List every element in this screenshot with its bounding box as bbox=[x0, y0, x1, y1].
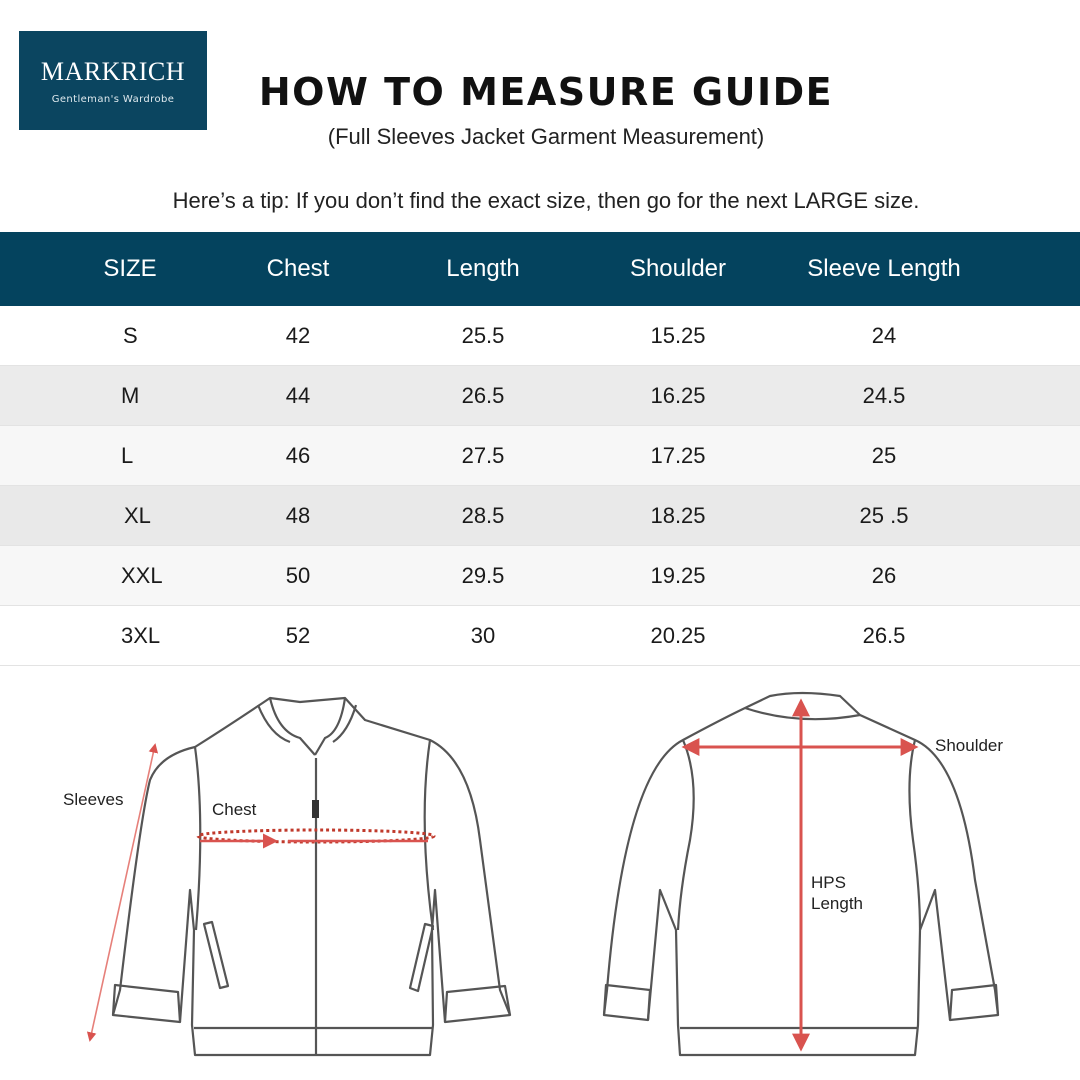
brand-name: MARKRICH bbox=[40, 57, 186, 86]
length-cell: 30 bbox=[470, 623, 496, 648]
size-cell: S bbox=[123, 323, 138, 348]
chest-measure-line bbox=[196, 828, 436, 844]
chest-cell: 44 bbox=[285, 383, 311, 408]
length-cell: 28.5 bbox=[461, 503, 505, 528]
sleeve-measure-line bbox=[86, 743, 159, 1042]
table-row: XXL 50 29.5 19.25 26 bbox=[0, 546, 1080, 606]
size-cell: XL bbox=[124, 503, 151, 528]
length-cell: 27.5 bbox=[461, 443, 505, 468]
sleeve-length-cell: 26 bbox=[871, 563, 897, 588]
column-header-size: SIZE bbox=[103, 255, 157, 282]
shoulder-cell: 19.25 bbox=[650, 563, 706, 588]
sleeve-length-cell: 24.5 bbox=[862, 383, 906, 408]
column-header-shoulder: Shoulder bbox=[629, 255, 727, 282]
size-chart-table: SIZE Chest Length Shoulder Sleeve Length… bbox=[0, 232, 1080, 666]
sleeves-label: Sleeves bbox=[63, 790, 124, 809]
size-cell: M bbox=[121, 383, 140, 408]
size-cell: L bbox=[121, 443, 134, 468]
sleeve-length-cell: 25 bbox=[871, 443, 897, 468]
hps-label: HPS bbox=[811, 873, 846, 892]
shoulder-cell: 15.25 bbox=[650, 323, 706, 348]
shoulder-cell: 17.25 bbox=[650, 443, 706, 468]
back-jacket-outline bbox=[602, 691, 1000, 1057]
table-row: 3XL 52 30 20.25 26.5 bbox=[0, 606, 1080, 666]
chest-cell: 46 bbox=[285, 443, 311, 468]
sleeve-length-cell: 26.5 bbox=[862, 623, 906, 648]
sleeve-length-cell: 25 .5 bbox=[859, 503, 909, 528]
size-tip: Here’s a tip: If you don’t find the exac… bbox=[172, 188, 920, 213]
chest-cell: 50 bbox=[285, 563, 311, 588]
length-cell: 26.5 bbox=[461, 383, 505, 408]
size-cell: XXL bbox=[121, 563, 163, 588]
length-cell: 29.5 bbox=[461, 563, 505, 588]
column-header-sleeve-length: Sleeve Length bbox=[807, 255, 961, 282]
table-row: M 44 26.5 16.25 24.5 bbox=[0, 366, 1080, 426]
shoulder-cell: 18.25 bbox=[650, 503, 706, 528]
chest-cell: 48 bbox=[285, 503, 311, 528]
page-title: HOW TO MEASURE GUIDE bbox=[258, 70, 834, 114]
table-row: S 42 25.5 15.25 24 bbox=[0, 306, 1080, 366]
shoulder-cell: 16.25 bbox=[650, 383, 706, 408]
column-header-chest: Chest bbox=[266, 255, 330, 282]
table-header: SIZE Chest Length Shoulder Sleeve Length bbox=[0, 232, 1080, 306]
shoulder-label: Shoulder bbox=[935, 736, 1004, 755]
measurement-diagram: Sleeves Chest Shoulder HPS Length bbox=[0, 680, 1080, 1080]
column-header-length: Length bbox=[446, 255, 520, 282]
front-jacket-outline bbox=[111, 696, 512, 1057]
size-cell: 3XL bbox=[121, 623, 161, 648]
chest-cell: 52 bbox=[285, 623, 311, 648]
chest-label: Chest bbox=[212, 800, 257, 819]
brand-logo: MARKRICH Gentleman's Wardrobe bbox=[19, 31, 207, 130]
sleeve-length-cell: 24 bbox=[871, 323, 897, 348]
table-row: L 46 27.5 17.25 25 bbox=[0, 426, 1080, 486]
length-label: Length bbox=[811, 894, 863, 913]
brand-tagline: Gentleman's Wardrobe bbox=[51, 94, 175, 105]
length-cell: 25.5 bbox=[461, 323, 505, 348]
jacket-illustrations bbox=[86, 691, 1000, 1057]
page-subtitle: (Full Sleeves Jacket Garment Measurement… bbox=[327, 124, 765, 149]
table-row: XL 48 28.5 18.25 25 .5 bbox=[0, 486, 1080, 546]
shoulder-cell: 20.25 bbox=[650, 623, 706, 648]
chest-cell: 42 bbox=[285, 323, 311, 348]
